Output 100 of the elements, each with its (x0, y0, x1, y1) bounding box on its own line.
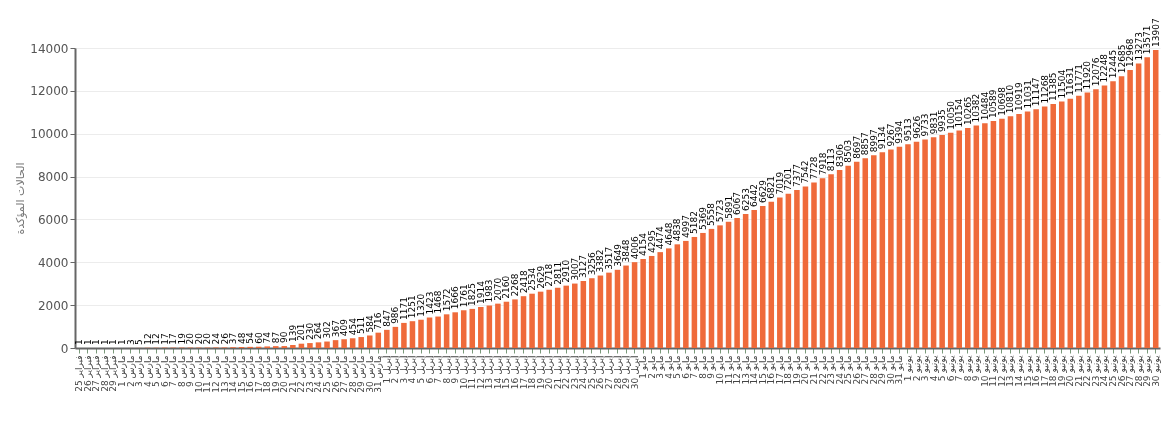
data-label: 3848 (621, 239, 632, 263)
data-label: 5182 (689, 211, 700, 234)
bar (794, 189, 800, 348)
bar (888, 149, 894, 348)
x-tick-label: 27 أبريل (602, 355, 614, 390)
bar (315, 342, 322, 348)
bar (640, 258, 646, 348)
data-label: 11631 (1065, 67, 1076, 96)
data-label: 74 (262, 331, 273, 344)
data-label: 8697 (851, 135, 862, 159)
x-tick-label: 3 مايو (655, 355, 666, 379)
data-label: 87 (270, 331, 281, 344)
bar (734, 217, 740, 348)
bar (956, 130, 962, 348)
data-label: 37 (228, 332, 239, 345)
bar (606, 272, 612, 348)
data-label: 12076 (1090, 57, 1101, 87)
data-label: 1572 (441, 288, 452, 312)
data-label: 12445 (1108, 49, 1119, 79)
bar (1050, 104, 1056, 348)
bar (290, 345, 296, 348)
bar (1084, 92, 1091, 348)
bar (307, 343, 313, 348)
data-label: 7542 (800, 160, 811, 184)
y-tick-label: 10000 (30, 127, 69, 142)
data-label: 8857 (860, 132, 871, 156)
bar (1007, 116, 1014, 348)
bar (871, 155, 877, 348)
x-tick-label: 16 أبريل (508, 355, 520, 390)
x-tick-label: 20 مايو (800, 355, 811, 385)
data-label: 5723 (715, 199, 726, 223)
bar (811, 182, 817, 348)
data-label: 9513 (902, 118, 913, 142)
bar (418, 319, 424, 348)
data-label: 2418 (518, 270, 529, 294)
bar (589, 278, 595, 348)
bar (691, 236, 698, 348)
y-axis-title: الحالات المؤكدة (14, 162, 28, 235)
bar (443, 314, 450, 348)
data-label: 1761 (458, 284, 469, 308)
x-tick-label: 14 مايو (749, 355, 760, 385)
x-tick-label: 14 يونيو (1014, 355, 1025, 387)
x-tick-label: 27 فبراير (91, 355, 102, 392)
bar (777, 197, 783, 348)
x-tick-label: 29 مارس (356, 355, 367, 393)
bar (930, 137, 937, 348)
bar (939, 135, 945, 348)
x-tick-label: 5 أبريل (415, 355, 426, 384)
bar (537, 291, 544, 348)
y-tick-label: 8000 (37, 170, 69, 185)
bar (905, 144, 911, 348)
data-label: 4474 (655, 225, 666, 250)
data-label: 17 (159, 333, 170, 345)
x-tick-label: 29 مايو (877, 355, 888, 385)
bar (478, 306, 484, 348)
data-label: 1468 (433, 290, 444, 314)
bar (495, 303, 501, 348)
data-label: 3382 (595, 249, 606, 273)
bar (845, 165, 851, 348)
bar (1067, 98, 1074, 348)
bar (512, 299, 518, 348)
x-tick-label: 23 مايو (826, 355, 837, 385)
x-tick-label: 24 مارس (313, 355, 324, 393)
bar (657, 252, 663, 348)
data-label: 19 (176, 332, 187, 345)
data-label: 1 (116, 339, 127, 345)
data-label: 7377 (791, 164, 802, 187)
data-label: 584 (364, 315, 375, 333)
bar (1118, 76, 1125, 348)
data-label: 1 (99, 339, 110, 345)
data-label: 24 (210, 332, 221, 345)
data-label: 409 (339, 318, 350, 337)
bar (1152, 49, 1159, 348)
data-label: 5369 (697, 206, 708, 230)
bar (828, 174, 834, 348)
data-label: 9134 (877, 126, 888, 150)
data-label: 11385 (1048, 72, 1059, 102)
x-tick-label: 21 مايو (809, 355, 819, 385)
bar (409, 321, 416, 348)
data-label: 48 (236, 332, 247, 344)
data-label: 90 (279, 331, 290, 344)
data-label: 7201 (783, 167, 794, 191)
data-label: 10382 (971, 93, 982, 123)
bar (563, 285, 570, 348)
data-label: 3517 (603, 246, 614, 270)
data-label: 10919 (1014, 82, 1025, 112)
data-label: 10810 (1005, 84, 1016, 114)
data-label: 4006 (629, 235, 640, 260)
bar (1093, 89, 1099, 348)
data-label: 11031 (1022, 79, 1033, 109)
x-tick-label: 3 مارس (134, 355, 145, 387)
data-label: 13571 (1142, 25, 1153, 55)
data-label: 3127 (578, 255, 589, 278)
data-label: 2718 (544, 263, 555, 287)
bar (982, 123, 988, 348)
bar (896, 146, 903, 348)
bar (1058, 101, 1065, 348)
data-label: 8113 (826, 148, 837, 172)
bar (392, 326, 399, 348)
x-tick-label: 31 مايو (894, 355, 905, 385)
